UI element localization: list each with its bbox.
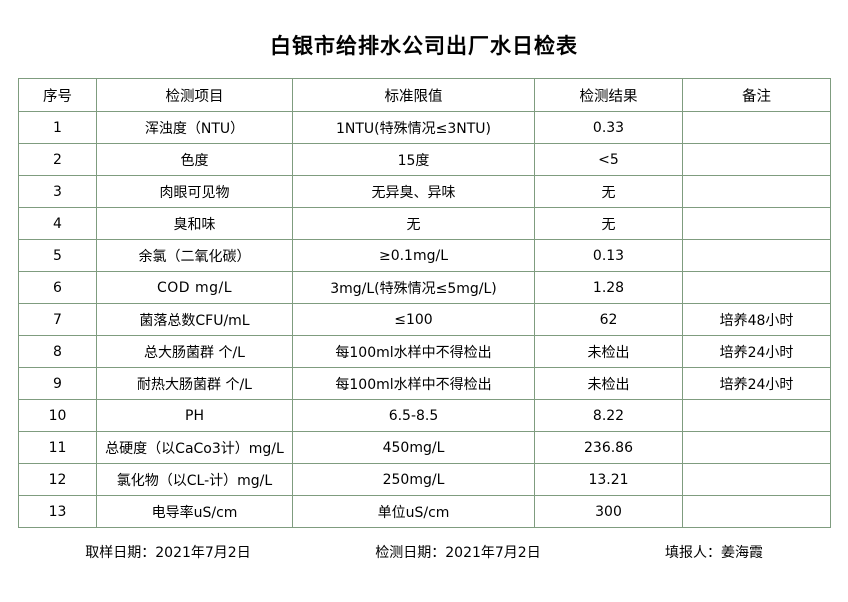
filled-by: 填报人：姜海霞 bbox=[665, 545, 763, 561]
cell-result: 1.28 bbox=[534, 271, 683, 304]
cell-std: 每100ml水样中不得检出 bbox=[292, 335, 535, 368]
cell-no: 12 bbox=[18, 463, 97, 496]
cell-no: 4 bbox=[18, 207, 97, 240]
cell-result: 236.86 bbox=[534, 431, 683, 464]
cell-std: ≥0.1mg/L bbox=[292, 239, 535, 272]
table-row: 1 浑浊度（NTU） 1NTU(特殊情况≤3NTU) 0.33 bbox=[18, 111, 831, 144]
cell-std: 3mg/L(特殊情况≤5mg/L) bbox=[292, 271, 535, 304]
cell-no: 13 bbox=[18, 495, 97, 528]
column-header-note: 备注 bbox=[682, 78, 831, 112]
table-row: 6 COD mg/L 3mg/L(特殊情况≤5mg/L) 1.28 bbox=[18, 271, 831, 304]
page-title: 白银市给排水公司出厂水日检表 bbox=[270, 34, 578, 58]
cell-note bbox=[682, 463, 831, 496]
cell-std: 1NTU(特殊情况≤3NTU) bbox=[292, 111, 535, 144]
cell-note bbox=[682, 143, 831, 176]
cell-item: 浑浊度（NTU） bbox=[96, 111, 293, 144]
table-container: 序号 检测项目 标准限值 检测结果 备注 1 浑浊度（NTU） 1NTU(特殊情… bbox=[0, 78, 848, 528]
cell-note: 培养24小时 bbox=[682, 335, 831, 368]
cell-no: 9 bbox=[18, 367, 97, 400]
cell-item: 氯化物（以CL-计）mg/L bbox=[96, 463, 293, 496]
cell-no: 11 bbox=[18, 431, 97, 464]
table-header-row: 序号 检测项目 标准限值 检测结果 备注 bbox=[18, 78, 831, 112]
cell-note bbox=[682, 239, 831, 272]
cell-result: 13.21 bbox=[534, 463, 683, 496]
cell-result: 62 bbox=[534, 303, 683, 336]
cell-result: 300 bbox=[534, 495, 683, 528]
cell-result: 8.22 bbox=[534, 399, 683, 432]
cell-note bbox=[682, 495, 831, 528]
cell-result: 无 bbox=[534, 175, 683, 208]
water-quality-table: 序号 检测项目 标准限值 检测结果 备注 1 浑浊度（NTU） 1NTU(特殊情… bbox=[18, 78, 831, 528]
table-row: 13 电导率uS/cm 单位uS/cm 300 bbox=[18, 495, 831, 528]
table-row: 8 总大肠菌群 个/L 每100ml水样中不得检出 未检出 培养24小时 bbox=[18, 335, 831, 368]
table-row: 5 余氯（二氧化碳） ≥0.1mg/L 0.13 bbox=[18, 239, 831, 272]
cell-item: 总大肠菌群 个/L bbox=[96, 335, 293, 368]
cell-item: 余氯（二氧化碳） bbox=[96, 239, 293, 272]
table-row: 3 肉眼可见物 无异臭、异味 无 bbox=[18, 175, 831, 208]
cell-no: 1 bbox=[18, 111, 97, 144]
table-row: 4 臭和味 无 无 bbox=[18, 207, 831, 240]
column-header-item: 检测项目 bbox=[96, 78, 293, 112]
cell-result: 0.33 bbox=[534, 111, 683, 144]
table-row: 9 耐热大肠菌群 个/L 每100ml水样中不得检出 未检出 培养24小时 bbox=[18, 367, 831, 400]
column-header-std: 标准限值 bbox=[292, 78, 535, 112]
cell-item: COD mg/L bbox=[96, 271, 293, 304]
table-row: 10 PH 6.5-8.5 8.22 bbox=[18, 399, 831, 432]
cell-item: 耐热大肠菌群 个/L bbox=[96, 367, 293, 400]
cell-result: 0.13 bbox=[534, 239, 683, 272]
cell-std: 6.5-8.5 bbox=[292, 399, 535, 432]
cell-std: 450mg/L bbox=[292, 431, 535, 464]
cell-note bbox=[682, 271, 831, 304]
cell-std: 无异臭、异味 bbox=[292, 175, 535, 208]
cell-note bbox=[682, 431, 831, 464]
column-header-result: 检测结果 bbox=[534, 78, 683, 112]
test-date: 检测日期：2021年7月2日 bbox=[375, 545, 541, 561]
cell-note bbox=[682, 207, 831, 240]
cell-note bbox=[682, 111, 831, 144]
sample-date: 取样日期：2021年7月2日 bbox=[85, 545, 251, 561]
cell-std: 每100ml水样中不得检出 bbox=[292, 367, 535, 400]
cell-no: 6 bbox=[18, 271, 97, 304]
cell-item: PH bbox=[96, 399, 293, 432]
cell-no: 7 bbox=[18, 303, 97, 336]
cell-std: 无 bbox=[292, 207, 535, 240]
cell-note: 培养48小时 bbox=[682, 303, 831, 336]
cell-std: 15度 bbox=[292, 143, 535, 176]
cell-result: 未检出 bbox=[534, 367, 683, 400]
table-row: 2 色度 15度 <5 bbox=[18, 143, 831, 176]
cell-result: 无 bbox=[534, 207, 683, 240]
cell-item: 臭和味 bbox=[96, 207, 293, 240]
cell-item: 色度 bbox=[96, 143, 293, 176]
cell-note bbox=[682, 399, 831, 432]
cell-result: 未检出 bbox=[534, 335, 683, 368]
cell-std: 250mg/L bbox=[292, 463, 535, 496]
cell-result: <5 bbox=[534, 143, 683, 176]
footer-row: 取样日期：2021年7月2日 检测日期：2021年7月2日 填报人：姜海霞 bbox=[18, 528, 830, 562]
cell-no: 8 bbox=[18, 335, 97, 368]
cell-std: 单位uS/cm bbox=[292, 495, 535, 528]
cell-item: 电导率uS/cm bbox=[96, 495, 293, 528]
cell-item: 总硬度（以CaCo3计）mg/L bbox=[96, 431, 293, 464]
column-header-no: 序号 bbox=[18, 78, 97, 112]
cell-no: 3 bbox=[18, 175, 97, 208]
cell-note: 培养24小时 bbox=[682, 367, 831, 400]
table-row: 7 菌落总数CFU/mL ≤100 62 培养48小时 bbox=[18, 303, 831, 336]
cell-note bbox=[682, 175, 831, 208]
table-row: 11 总硬度（以CaCo3计）mg/L 450mg/L 236.86 bbox=[18, 431, 831, 464]
cell-item: 肉眼可见物 bbox=[96, 175, 293, 208]
table-header: 序号 检测项目 标准限值 检测结果 备注 bbox=[18, 78, 831, 112]
cell-no: 2 bbox=[18, 143, 97, 176]
table-body: 1 浑浊度（NTU） 1NTU(特殊情况≤3NTU) 0.33 2 色度 15度… bbox=[18, 111, 831, 528]
cell-std: ≤100 bbox=[292, 303, 535, 336]
cell-no: 10 bbox=[18, 399, 97, 432]
cell-item: 菌落总数CFU/mL bbox=[96, 303, 293, 336]
table-row: 12 氯化物（以CL-计）mg/L 250mg/L 13.21 bbox=[18, 463, 831, 496]
cell-no: 5 bbox=[18, 239, 97, 272]
